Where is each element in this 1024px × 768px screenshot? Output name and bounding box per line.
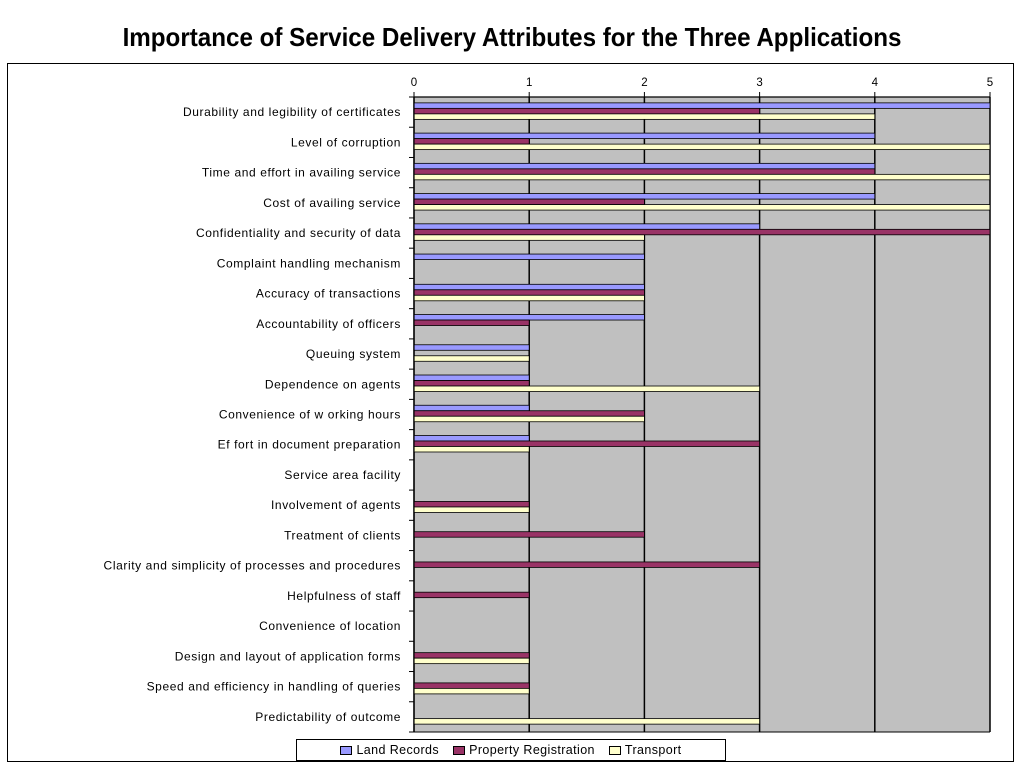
bar-land-records-6 xyxy=(413,283,645,291)
bar-land-records-10 xyxy=(413,404,530,412)
bar-transport-9 xyxy=(413,385,761,392)
category-label: Queuing system xyxy=(306,347,401,361)
bar-property-registration-11 xyxy=(413,440,761,447)
bar-property-registration-9 xyxy=(413,380,530,387)
bar-transport-6 xyxy=(413,294,645,302)
bar-property-registration-4 xyxy=(413,228,991,236)
bar-property-registration-2 xyxy=(413,168,876,175)
legend-label-property-registration: Property Registration xyxy=(469,743,595,757)
bar-transport-18 xyxy=(413,657,530,665)
category-label: Complaint handling mechanism xyxy=(217,256,401,270)
legend-label-land-records: Land Records xyxy=(356,743,440,757)
bar-property-registration-16 xyxy=(413,591,530,599)
category-label: Clarity and simplicity of processes and … xyxy=(104,559,401,573)
legend-swatch-land-records xyxy=(340,745,353,755)
bar-land-records-4 xyxy=(413,223,761,230)
category-label: Accountability of officers xyxy=(256,317,401,331)
category-label: Helpfulness of staff xyxy=(287,589,401,603)
bar-transport-8 xyxy=(413,355,530,362)
bar-land-records-9 xyxy=(413,374,530,381)
bar-land-records-3 xyxy=(413,193,876,200)
category-label: Accuracy of transactions xyxy=(256,287,401,301)
bar-property-registration-10 xyxy=(413,410,645,417)
bar-property-registration-7 xyxy=(413,319,530,326)
category-label: Involvement of agents xyxy=(271,498,401,512)
legend-item-property-registration: Property Registration xyxy=(453,743,595,757)
category-label: Level of corruption xyxy=(291,135,401,149)
legend-swatch-property-registration xyxy=(453,745,466,755)
bar-land-records-1 xyxy=(413,132,876,140)
bar-property-registration-14 xyxy=(413,531,645,538)
bar-transport-19 xyxy=(413,687,530,695)
category-label: Treatment of clients xyxy=(284,528,401,542)
legend-item-land-records: Land Records xyxy=(340,743,439,757)
x-tick-label: 1 xyxy=(526,77,532,89)
bar-transport-0 xyxy=(413,113,876,120)
category-label: Speed and efficiency in handling of quer… xyxy=(147,680,401,694)
bar-land-records-2 xyxy=(413,162,876,170)
bar-transport-20 xyxy=(413,718,761,725)
bar-transport-4 xyxy=(413,234,645,241)
bar-property-registration-13 xyxy=(413,501,530,508)
bar-land-records-11 xyxy=(413,435,530,442)
bar-transport-13 xyxy=(413,506,530,513)
bar-property-registration-15 xyxy=(413,561,761,568)
x-tick-label: 0 xyxy=(411,77,417,89)
legend-label-transport: Transport xyxy=(624,743,682,757)
bar-land-records-8 xyxy=(413,344,530,351)
legend-swatch-transport xyxy=(608,745,621,755)
chart-legend: Land Records Property Registration Trans… xyxy=(296,739,726,761)
x-tick-label: 4 xyxy=(872,77,879,89)
category-label: Service area facility xyxy=(284,468,401,482)
bar-transport-2 xyxy=(413,173,991,181)
category-label: Durability and legibility of certificate… xyxy=(183,105,401,119)
bar-transport-10 xyxy=(413,415,645,423)
category-label: Confidentiality and security of data xyxy=(196,226,401,240)
bar-transport-1 xyxy=(413,143,991,151)
x-tick-label: 5 xyxy=(987,77,993,89)
bar-property-registration-3 xyxy=(413,198,645,205)
category-label: Time and effort in availing service xyxy=(202,166,401,180)
legend-item-transport: Transport xyxy=(608,743,682,757)
category-label: Dependence on agents xyxy=(265,377,401,391)
x-tick-label: 3 xyxy=(756,77,762,89)
category-label: Ef fort in document preparation xyxy=(218,438,401,452)
bar-property-registration-6 xyxy=(413,289,645,296)
bar-land-records-5 xyxy=(413,253,645,260)
bar-land-records-7 xyxy=(413,314,645,321)
bar-land-records-0 xyxy=(413,102,991,109)
category-label: Predictability of outcome xyxy=(255,710,401,724)
bar-property-registration-1 xyxy=(413,138,530,145)
bar-property-registration-18 xyxy=(413,652,530,659)
category-label: Cost of availing service xyxy=(263,196,401,210)
bar-transport-3 xyxy=(413,204,991,211)
chart-title: Importance of Service Delivery Attribute… xyxy=(122,22,902,52)
category-label: Convenience of w orking hours xyxy=(219,408,401,422)
bar-property-registration-19 xyxy=(413,682,530,689)
bar-transport-11 xyxy=(413,446,530,453)
category-label: Design and layout of application forms xyxy=(175,649,401,663)
x-tick-label: 2 xyxy=(641,77,647,89)
category-label: Convenience of location xyxy=(259,619,401,633)
bar-property-registration-0 xyxy=(413,107,761,115)
